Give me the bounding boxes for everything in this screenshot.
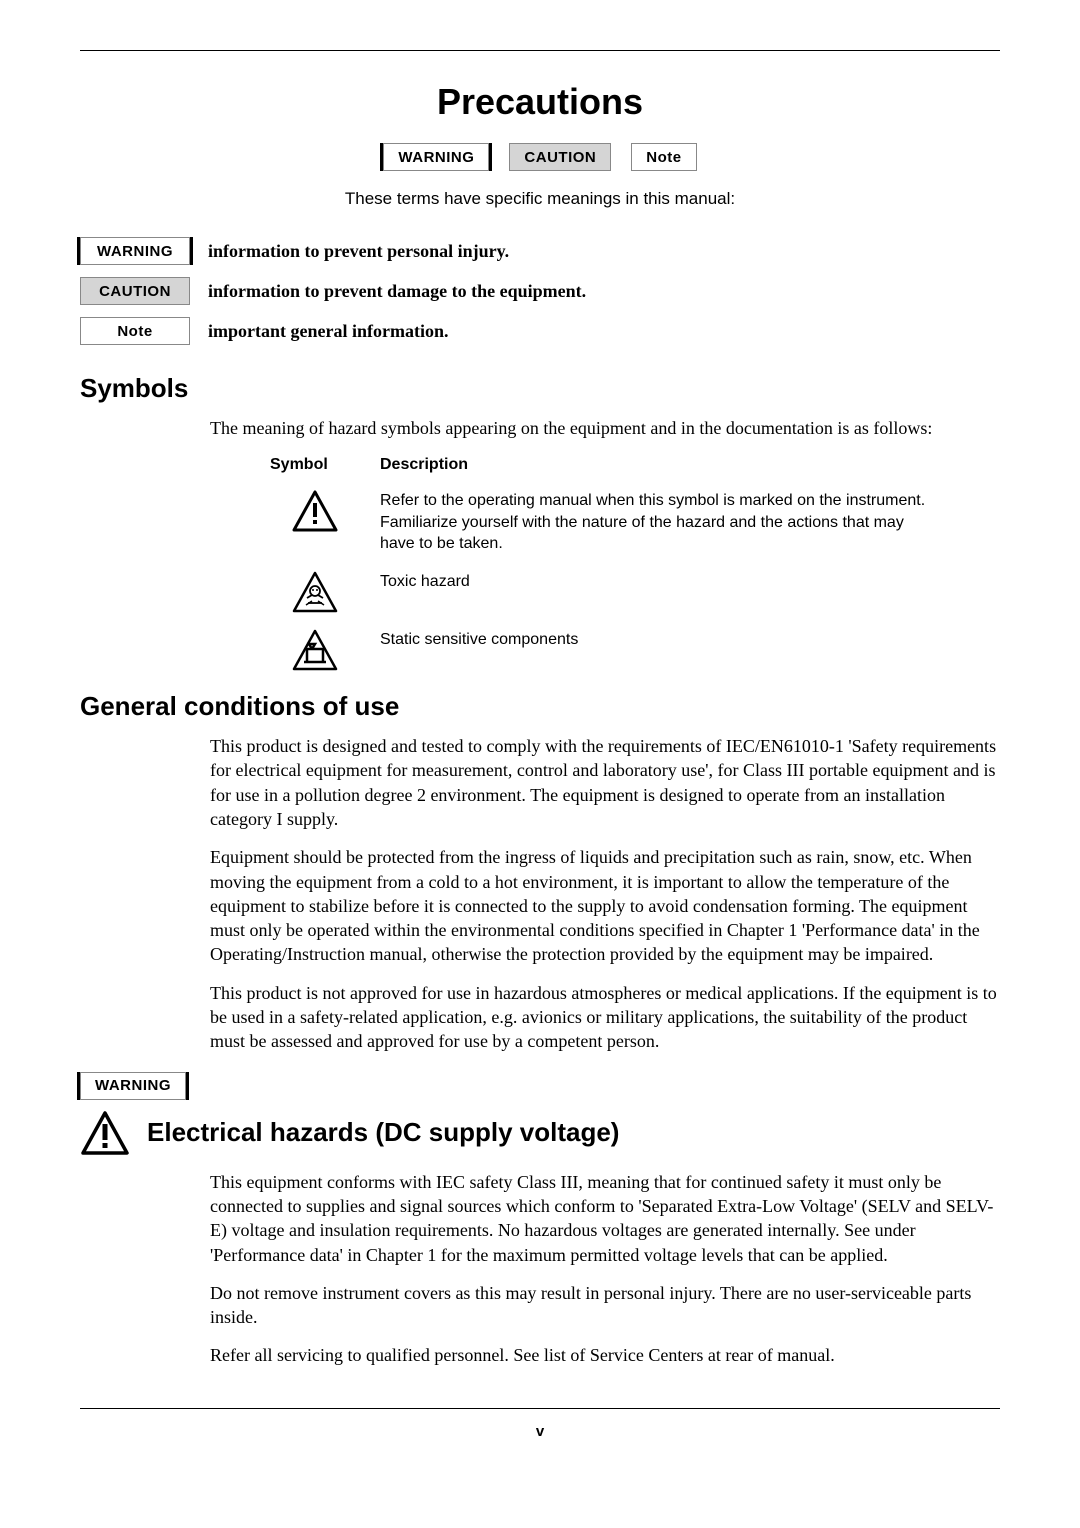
symbol-row-manual: Refer to the operating manual when this …	[270, 490, 1000, 555]
symbols-intro: The meaning of hazard symbols appearing …	[210, 416, 1000, 440]
electrical-body: This equipment conforms with IEC safety …	[210, 1170, 1000, 1368]
col-symbol: Symbol	[270, 456, 360, 474]
col-description: Description	[380, 456, 1000, 474]
page-number: v	[80, 1423, 1000, 1440]
bottom-rule	[80, 1408, 1000, 1409]
warning-block: WARNING	[80, 1072, 1000, 1100]
general-p2: Equipment should be protected from the i…	[210, 845, 1000, 966]
general-p1: This product is designed and tested to c…	[210, 734, 1000, 831]
warning-badge: WARNING	[383, 143, 489, 171]
def-caution-text: information to prevent damage to the equ…	[208, 281, 1000, 302]
symbols-header-row: Symbol Description	[270, 456, 1000, 474]
def-note-badge: Note	[80, 317, 190, 345]
electrical-heading: Electrical hazards (DC supply voltage)	[147, 1117, 1000, 1148]
toxic-desc: Toxic hazard	[380, 571, 940, 593]
symbols-heading: Symbols	[80, 373, 1000, 404]
general-heading: General conditions of use	[80, 691, 1000, 722]
electrical-p1: This equipment conforms with IEC safety …	[210, 1170, 1000, 1267]
def-caution-badge: CAUTION	[80, 277, 190, 305]
electrical-p2: Do not remove instrument covers as this …	[210, 1281, 1000, 1330]
def-note-text: important general information.	[208, 321, 1000, 342]
electrical-heading-row: Electrical hazards (DC supply voltage)	[80, 1110, 1000, 1156]
symbol-row-toxic: Toxic hazard	[270, 571, 1000, 613]
static-desc: Static sensitive components	[380, 629, 940, 651]
warning-triangle-icon	[80, 1110, 135, 1156]
caution-badge: CAUTION	[509, 143, 611, 171]
def-warning-badge: WARNING	[80, 237, 190, 265]
definitions-grid: WARNING information to prevent personal …	[80, 237, 1000, 345]
manual-desc: Refer to the operating manual when this …	[380, 490, 940, 555]
static-icon	[270, 629, 360, 671]
toxic-icon	[270, 571, 360, 613]
note-badge: Note	[631, 143, 696, 171]
badge-row: WARNING CAUTION Note	[80, 143, 1000, 171]
def-warning-text: information to prevent personal injury.	[208, 241, 1000, 262]
top-rule	[80, 50, 1000, 51]
manual-icon	[270, 490, 360, 532]
general-body: This product is designed and tested to c…	[210, 734, 1000, 1054]
general-p3: This product is not approved for use in …	[210, 981, 1000, 1054]
symbol-row-static: Static sensitive components	[270, 629, 1000, 671]
page-title: Precautions	[80, 81, 1000, 123]
symbols-body: The meaning of hazard symbols appearing …	[210, 416, 1000, 671]
symbols-table: Symbol Description Refer to the operatin…	[270, 456, 1000, 671]
intro-line: These terms have specific meanings in th…	[80, 189, 1000, 209]
electrical-p3: Refer all servicing to qualified personn…	[210, 1343, 1000, 1367]
warning-badge-2: WARNING	[80, 1072, 186, 1100]
